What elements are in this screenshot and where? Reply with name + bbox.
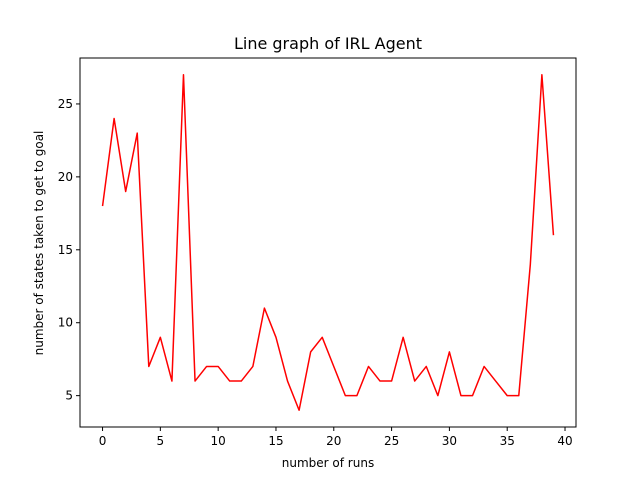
x-tick-label: 0 bbox=[99, 434, 107, 448]
axes-frame bbox=[79, 57, 577, 428]
plot-area: 5 10 15 20 25 0 5 10 15 20 25 30 35 40 bbox=[58, 57, 577, 448]
y-tick-label: 10 bbox=[58, 316, 73, 330]
x-tick-label: 40 bbox=[557, 434, 572, 448]
x-tick-label: 10 bbox=[211, 434, 226, 448]
chart-title: Line graph of IRL Agent bbox=[234, 34, 422, 53]
x-tick-label: 20 bbox=[326, 434, 341, 448]
series-line bbox=[101, 74, 555, 411]
series-layer bbox=[101, 74, 555, 411]
x-tick-label: 15 bbox=[268, 434, 283, 448]
x-tick-label: 30 bbox=[442, 434, 457, 448]
x-tick-label: 35 bbox=[500, 434, 515, 448]
y-axis: 5 10 15 20 25 bbox=[58, 97, 80, 403]
y-tick-label: 20 bbox=[58, 170, 73, 184]
x-tick-label: 5 bbox=[157, 434, 165, 448]
y-tick-label: 15 bbox=[58, 243, 73, 257]
x-tick-label: 25 bbox=[384, 434, 399, 448]
y-tick-label: 25 bbox=[58, 97, 73, 111]
y-axis-label: number of states taken to get to goal bbox=[32, 131, 46, 356]
x-axis: 0 5 10 15 20 25 30 35 40 bbox=[99, 427, 573, 448]
x-axis-label: number of runs bbox=[282, 456, 374, 470]
y-tick-label: 5 bbox=[65, 389, 73, 403]
